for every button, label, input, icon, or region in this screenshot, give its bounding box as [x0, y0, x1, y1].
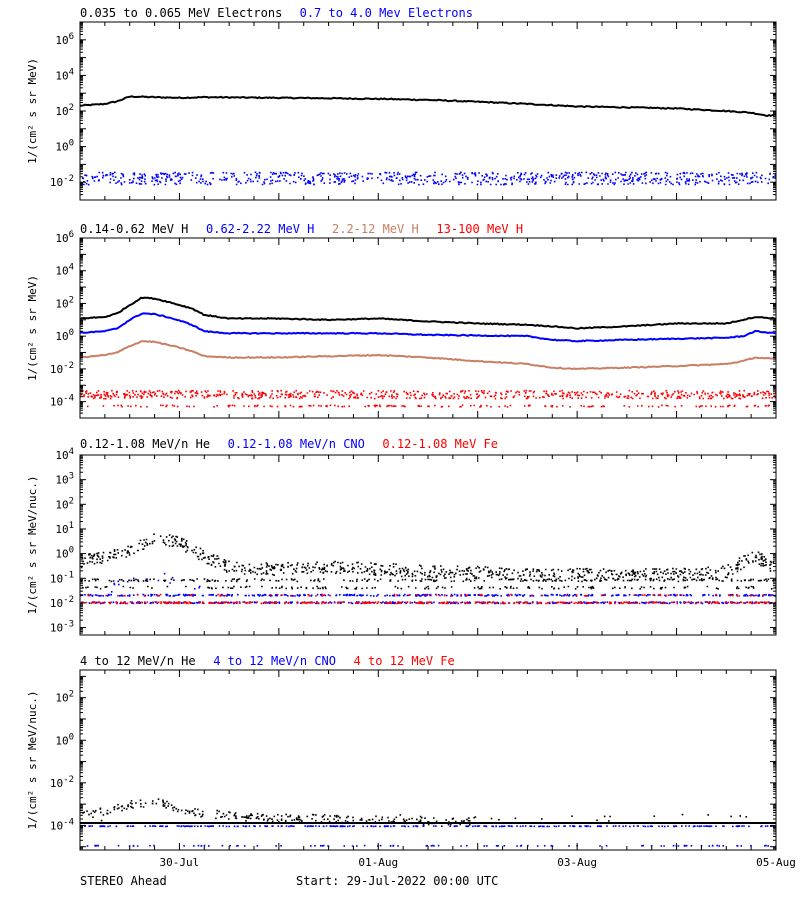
series-line	[80, 95, 776, 118]
legend-entry: 0.7 to 4.0 Mev Electrons	[300, 6, 473, 20]
x-tick-label: 03-Aug	[557, 856, 597, 869]
y-tick-label: 103	[55, 472, 74, 487]
panel-3: 10-3 10-2 10-1 100 101 102 103 104 1/(cm² s sr M…	[26, 437, 777, 636]
y-tick-label: 104	[55, 67, 74, 82]
y-tick-label: 102	[55, 690, 74, 705]
y-tick-label: 10-1	[50, 570, 74, 585]
series-points	[80, 593, 772, 597]
panel-2: 10-4 10-2 100 102 104 106 1/(cm² s sr MeV) 0.14…	[26, 222, 777, 419]
y-axis-label: 1/(cm² s sr MeV)	[26, 58, 39, 164]
panel-plot-area	[80, 798, 776, 847]
y-tick-label: 102	[55, 295, 74, 310]
series-line	[80, 296, 776, 330]
series-points	[110, 572, 201, 593]
y-tick-label: 10-2	[50, 174, 74, 189]
y-axis-label: 1/(cm² s sr MeV/nuc.)	[26, 690, 39, 829]
legend-entry: 0.62-2.22 MeV H	[206, 222, 314, 236]
y-axis-label: 1/(cm² s sr MeV)	[26, 275, 39, 381]
y-tick-label: 100	[55, 732, 74, 747]
footer-start-time: Start: 29-Jul-2022 00:00 UTC	[296, 874, 498, 888]
series-points	[81, 601, 776, 605]
x-tick-label: 05-Aug	[756, 856, 796, 869]
series-points	[88, 813, 776, 822]
legend-entry: 4 to 12 MeV/n CNO	[213, 654, 336, 668]
y-tick-label: 104	[55, 447, 74, 462]
y-tick-label: 106	[55, 32, 74, 47]
y-tick-label: 10-2	[50, 595, 74, 610]
y-tick-label: 10-4	[50, 817, 74, 832]
y-tick-label: 102	[55, 103, 74, 118]
footer-spacecraft-label: STEREO Ahead	[80, 874, 167, 888]
y-tick-label: 100	[55, 328, 74, 343]
series-points	[82, 585, 776, 590]
y-tick-label: 10-2	[50, 775, 74, 790]
y-tick-label: 10-3	[50, 620, 74, 635]
legend-entry: 4 to 12 MeV/n He	[80, 654, 196, 668]
y-axis-label: 1/(cm² s sr MeV/nuc.)	[26, 475, 39, 614]
legend-entry: 0.14-0.62 MeV H	[80, 222, 188, 236]
y-tick-label: 102	[55, 496, 74, 511]
x-tick-label: 01-Aug	[358, 856, 398, 869]
legend-entry: 0.12-1.08 MeV Fe	[382, 437, 498, 451]
legend-entry: 0.12-1.08 MeV/n CNO	[228, 437, 365, 451]
y-tick-label: 104	[55, 263, 74, 278]
series-line	[80, 312, 776, 343]
y-tick-label: 101	[55, 521, 74, 536]
panel-plot-area	[80, 95, 776, 186]
panel-plot-area	[80, 533, 776, 605]
series-points	[86, 844, 776, 847]
legend-entry: 2.2-12 MeV H	[332, 222, 419, 236]
y-tick-label: 10-4	[50, 394, 74, 409]
series-points	[80, 578, 776, 583]
series-points	[86, 404, 770, 408]
panel-plot-area	[80, 296, 776, 408]
legend-entry: 0.12-1.08 MeV/n He	[80, 437, 210, 451]
series-points	[80, 825, 774, 828]
series-points	[80, 593, 776, 597]
panel-1: 10-2 100 102 104 106 1/(cm² s sr MeV) 0.035 to…	[26, 6, 777, 201]
y-tick-label: 100	[55, 139, 74, 154]
y-tick-label: 106	[55, 230, 74, 245]
legend-entry: 4 to 12 MeV Fe	[354, 654, 455, 668]
x-tick-label: 30-Jul	[160, 856, 200, 869]
legend-entry: 13-100 MeV H	[436, 222, 523, 236]
y-tick-label: 100	[55, 546, 74, 561]
series-points	[80, 389, 776, 400]
legend-entry: 0.035 to 0.065 MeV Electrons	[80, 6, 282, 20]
panel-4: 10-4 10-2 100 102 1/(cm² s sr MeV/nuc.) 4 to …	[26, 654, 777, 851]
series-line	[80, 340, 776, 371]
y-tick-label: 10-2	[50, 361, 74, 376]
